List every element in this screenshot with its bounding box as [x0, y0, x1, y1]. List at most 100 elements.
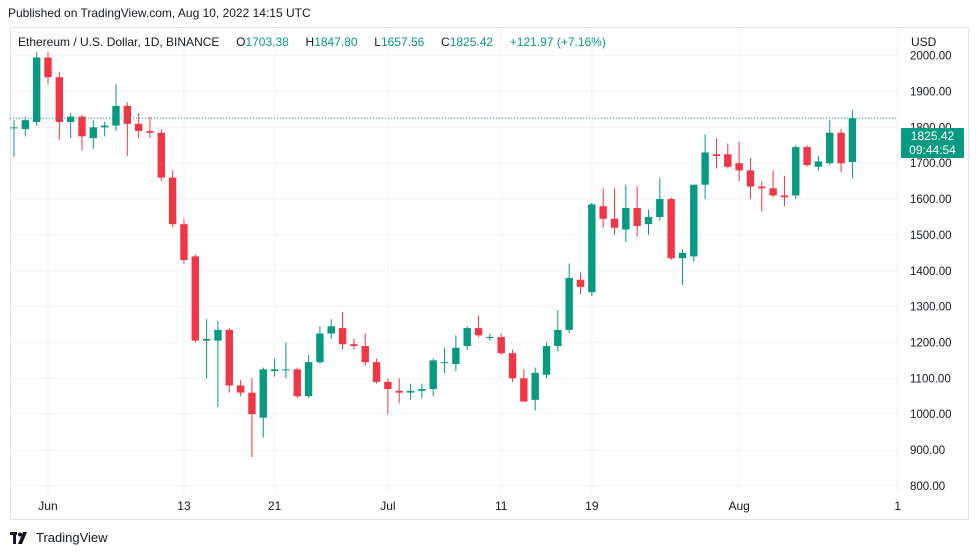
- candle[interactable]: [406, 383, 415, 400]
- candle-body: [678, 252, 687, 259]
- candle[interactable]: [89, 120, 98, 149]
- candle[interactable]: [588, 202, 596, 296]
- candle[interactable]: [837, 129, 845, 173]
- candle[interactable]: [780, 175, 789, 207]
- candle[interactable]: [202, 319, 211, 379]
- candle[interactable]: [497, 333, 505, 355]
- candle[interactable]: [55, 71, 64, 140]
- candle[interactable]: [248, 378, 256, 458]
- candle[interactable]: [44, 52, 52, 85]
- candle[interactable]: [508, 349, 517, 382]
- candle[interactable]: [418, 383, 426, 399]
- candle[interactable]: [10, 120, 18, 157]
- candle[interactable]: [338, 311, 347, 350]
- x-tick-label: Aug: [728, 499, 749, 513]
- close-label: C: [441, 35, 450, 49]
- candle[interactable]: [452, 335, 460, 372]
- candle[interactable]: [701, 134, 709, 200]
- candle[interactable]: [372, 358, 381, 384]
- candle[interactable]: [384, 378, 392, 415]
- candle-body: [146, 130, 154, 133]
- candle[interactable]: [576, 272, 585, 295]
- candle[interactable]: [656, 177, 664, 221]
- candle[interactable]: [259, 367, 267, 438]
- candle-body: [554, 329, 562, 347]
- candle[interactable]: [304, 354, 313, 399]
- candle[interactable]: [293, 367, 301, 399]
- candle[interactable]: [474, 315, 483, 338]
- candle[interactable]: [531, 367, 539, 411]
- candle[interactable]: [100, 121, 109, 137]
- candle[interactable]: [746, 157, 755, 200]
- candle[interactable]: [112, 84, 120, 131]
- candle[interactable]: [667, 197, 675, 260]
- candle[interactable]: [690, 184, 698, 262]
- candle[interactable]: [225, 328, 233, 393]
- candle[interactable]: [712, 138, 721, 169]
- candle[interactable]: [486, 333, 494, 341]
- candle[interactable]: [565, 263, 573, 334]
- candle[interactable]: [78, 114, 86, 151]
- candle[interactable]: [633, 186, 641, 237]
- candle-body: [78, 116, 86, 137]
- candle-body: [338, 328, 347, 345]
- change-value: +121.97 (+7.16%): [509, 35, 606, 49]
- candle[interactable]: [599, 188, 607, 228]
- candle-body: [100, 125, 109, 128]
- candle[interactable]: [792, 145, 800, 200]
- y-tick-label: 900.00: [910, 445, 945, 457]
- candle[interactable]: [191, 254, 199, 343]
- candle[interactable]: [848, 110, 857, 179]
- candle[interactable]: [180, 218, 188, 264]
- candle[interactable]: [622, 184, 630, 243]
- candle[interactable]: [146, 116, 154, 139]
- candle[interactable]: [361, 333, 369, 366]
- tradingview-logo[interactable]: TradingView: [10, 530, 108, 545]
- candle[interactable]: [644, 209, 653, 235]
- candle[interactable]: [66, 113, 75, 139]
- candle[interactable]: [758, 181, 766, 212]
- candle[interactable]: [123, 102, 131, 157]
- candle-body: [497, 337, 505, 354]
- candle[interactable]: [32, 52, 41, 126]
- candle[interactable]: [21, 116, 30, 137]
- candle[interactable]: [542, 342, 551, 379]
- candle[interactable]: [168, 170, 177, 228]
- candle[interactable]: [769, 170, 777, 198]
- candle-body: [690, 184, 698, 257]
- candle-body: [350, 344, 358, 347]
- candle[interactable]: [554, 310, 562, 352]
- candle[interactable]: [214, 320, 222, 407]
- candle[interactable]: [350, 338, 358, 350]
- candle-body: [576, 279, 585, 287]
- candle-body: [848, 118, 857, 163]
- candle[interactable]: [316, 326, 324, 364]
- candle[interactable]: [814, 156, 823, 171]
- candle[interactable]: [610, 188, 619, 235]
- candle-body: [282, 369, 290, 371]
- candlestick-chart[interactable]: 800.00 900.00 1000.00 1100.00 1200.00 1300.00…: [10, 27, 969, 520]
- candle[interactable]: [440, 347, 449, 373]
- candle-body: [814, 161, 823, 167]
- candle[interactable]: [803, 145, 811, 167]
- candle[interactable]: [463, 326, 471, 350]
- candle-body: [55, 77, 64, 122]
- candle-body: [270, 369, 279, 372]
- candle[interactable]: [826, 120, 834, 166]
- candle[interactable]: [236, 380, 245, 397]
- candle-body: [599, 206, 607, 219]
- candle-body: [10, 127, 18, 129]
- candle[interactable]: [520, 369, 528, 402]
- candle-body: [633, 208, 641, 226]
- candle[interactable]: [724, 143, 732, 169]
- candle[interactable]: [395, 378, 403, 404]
- candle[interactable]: [282, 342, 290, 379]
- candle-body: [474, 328, 483, 336]
- candle[interactable]: [735, 141, 743, 182]
- candle[interactable]: [157, 129, 165, 182]
- candle[interactable]: [429, 358, 437, 397]
- candle[interactable]: [270, 358, 279, 377]
- candle[interactable]: [678, 249, 687, 286]
- candle[interactable]: [134, 113, 143, 139]
- candle[interactable]: [327, 319, 335, 339]
